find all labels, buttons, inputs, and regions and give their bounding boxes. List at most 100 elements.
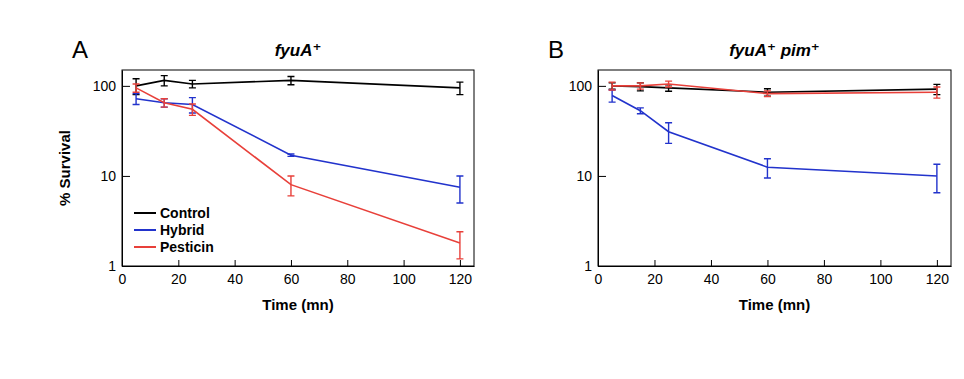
legend-swatch — [134, 246, 156, 248]
x-tick: 80 — [817, 260, 833, 287]
x-tick: 40 — [227, 260, 243, 287]
title: fyuA⁺ pim⁺ — [729, 41, 820, 60]
plot-area — [133, 76, 464, 259]
x-axis-title: Time (mn) — [739, 296, 810, 313]
y-axis: 1 10 100 — [569, 71, 606, 274]
y-tick-mark — [598, 266, 606, 267]
x-tick-label: 40 — [704, 271, 720, 287]
legend-label: Hybrid — [160, 222, 204, 238]
x-tick-mark — [235, 260, 236, 266]
x-tick: 20 — [171, 260, 187, 287]
y-tick: 100 — [93, 78, 130, 94]
error-bar — [287, 154, 294, 156]
x-tick-mark — [404, 260, 405, 266]
panel: 020406080100120110100Time (mn)% Survival… — [56, 36, 475, 313]
figure: 020406080100120110100Time (mn)% Survival… — [0, 0, 964, 379]
error-bar — [609, 90, 616, 102]
y-tick-mark — [122, 86, 130, 87]
plot-frame — [122, 70, 474, 266]
error-bar — [189, 80, 196, 87]
x-tick-mark — [711, 260, 712, 266]
x-tick: 20 — [647, 260, 663, 287]
series-line — [136, 99, 460, 187]
panel-label: B — [548, 36, 564, 63]
error-bar — [764, 91, 771, 97]
panel: 020406080100120110100Time (mn)fyuA⁺ pim⁺… — [548, 36, 952, 313]
y-tick-mark — [598, 176, 606, 177]
error-bar — [133, 84, 140, 92]
series-line — [612, 84, 937, 94]
legend-label: Pesticin — [160, 239, 214, 255]
x-tick: 100 — [392, 260, 416, 287]
error-bar — [665, 123, 672, 144]
x-tick: 120 — [449, 260, 473, 287]
x-tick-mark — [880, 260, 881, 266]
x-tick-mark — [291, 260, 292, 266]
x-tick: 100 — [869, 260, 893, 287]
y-axis-line — [122, 71, 123, 267]
x-tick: 120 — [926, 260, 950, 287]
plot-frame — [598, 70, 951, 266]
y-axis: 1 10 100 — [93, 71, 130, 274]
error-bar — [665, 81, 672, 87]
x-axis-title: Time (mn) — [262, 296, 333, 313]
x-tick-label: 0 — [119, 271, 127, 287]
x-tick-mark — [654, 260, 655, 266]
x-tick-label: 120 — [449, 271, 473, 287]
error-bar — [933, 87, 940, 98]
title: fyuA⁺ — [275, 41, 322, 60]
series-line — [612, 96, 937, 176]
error-bar — [637, 83, 644, 91]
error-bar — [637, 108, 644, 114]
x-axis-line — [599, 266, 952, 267]
error-bar — [133, 79, 140, 95]
error-bar — [161, 76, 168, 86]
x-tick-label: 60 — [760, 271, 776, 287]
legend: ControlHybridPesticin — [134, 205, 214, 255]
error-bar — [764, 89, 771, 96]
legend-label: Control — [160, 205, 210, 221]
y-tick-label: 1 — [584, 258, 592, 274]
error-bar — [637, 83, 644, 89]
error-bar — [456, 82, 463, 94]
x-tick-label: 40 — [227, 271, 243, 287]
y-tick: 10 — [576, 168, 606, 184]
x-tick: 80 — [340, 260, 356, 287]
error-bar — [287, 176, 294, 196]
series-line — [612, 86, 937, 92]
error-bar — [133, 94, 140, 105]
x-tick-mark — [460, 260, 461, 266]
x-tick: 60 — [284, 260, 300, 287]
x-axis-line — [123, 266, 475, 267]
error-bar — [933, 164, 940, 193]
y-tick-mark — [122, 176, 130, 177]
error-bar — [161, 99, 168, 107]
x-tick: 40 — [704, 260, 720, 287]
x-tick-label: 80 — [340, 271, 356, 287]
y-axis-title: % Survival — [56, 130, 73, 206]
x-tick-label: 20 — [171, 271, 187, 287]
error-bar — [456, 232, 463, 259]
y-tick-mark — [122, 266, 130, 267]
x-tick-mark — [767, 260, 768, 266]
x-tick-label: 100 — [869, 271, 893, 287]
y-tick: 1 — [108, 258, 130, 274]
x-tick-label: 100 — [392, 271, 416, 287]
error-bar — [609, 82, 616, 90]
plot-area — [609, 81, 941, 193]
x-axis: 0 20 40 60 80 100 120 — [119, 260, 475, 287]
y-tick-mark — [598, 86, 606, 87]
y-tick: 1 — [584, 258, 606, 274]
x-tick-label: 120 — [926, 271, 950, 287]
error-bar — [456, 176, 463, 203]
y-tick-label: 10 — [100, 168, 116, 184]
y-tick-label: 100 — [569, 78, 593, 94]
x-tick-mark — [824, 260, 825, 266]
x-tick-mark — [937, 260, 938, 266]
x-tick-label: 60 — [284, 271, 300, 287]
x-tick-mark — [178, 260, 179, 266]
y-axis-line — [598, 71, 599, 267]
y-tick-label: 10 — [576, 168, 592, 184]
y-tick: 10 — [100, 168, 130, 184]
y-tick: 100 — [569, 78, 606, 94]
